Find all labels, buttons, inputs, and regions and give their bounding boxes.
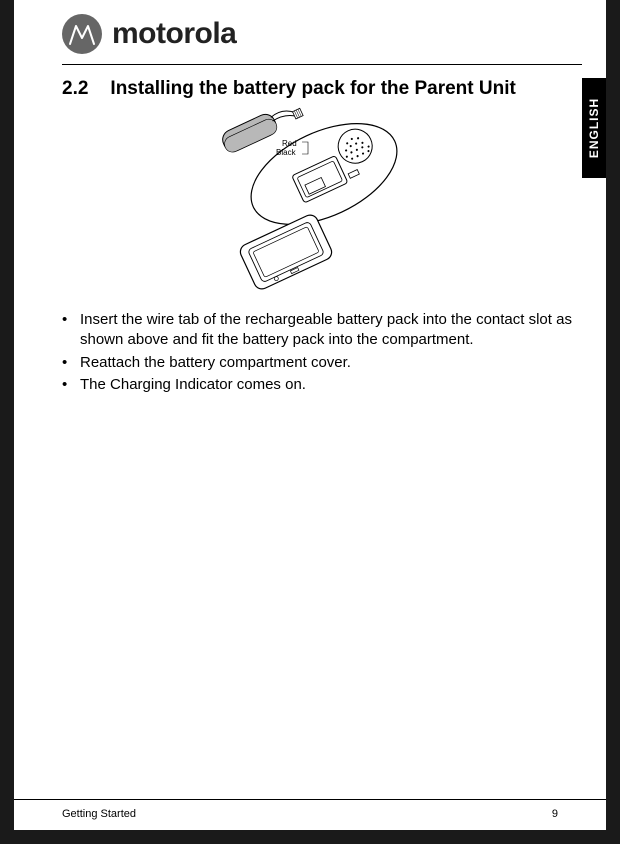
header-rule: [62, 64, 582, 65]
footer-section: Getting Started: [62, 808, 136, 820]
section-title: Installing the battery pack for the Pare…: [110, 78, 515, 100]
list-item: The Charging Indicator comes on.: [62, 375, 582, 395]
language-tab: ENGLISH: [582, 78, 606, 178]
section-number: 2.2: [62, 78, 88, 100]
wire-label-red: Red: [282, 139, 297, 148]
motorola-logo-icon: [62, 14, 102, 54]
battery-install-diagram: Red Black: [194, 104, 454, 299]
section-heading: 2.2 Installing the battery pack for the …: [62, 78, 602, 100]
page-footer: Getting Started 9: [14, 799, 606, 830]
manual-page: motorola 2.2 Installing the battery pack…: [14, 0, 606, 830]
brand-name: motorola: [112, 17, 236, 51]
list-item: Insert the wire tab of the rechargeable …: [62, 310, 582, 351]
instruction-list: Insert the wire tab of the rechargeable …: [62, 310, 582, 397]
language-label: ENGLISH: [587, 98, 601, 158]
wire-label-black: Black: [276, 148, 297, 157]
list-item: Reattach the battery compartment cover.: [62, 353, 582, 373]
page-number: 9: [552, 808, 558, 820]
brand-header: motorola: [62, 14, 236, 54]
